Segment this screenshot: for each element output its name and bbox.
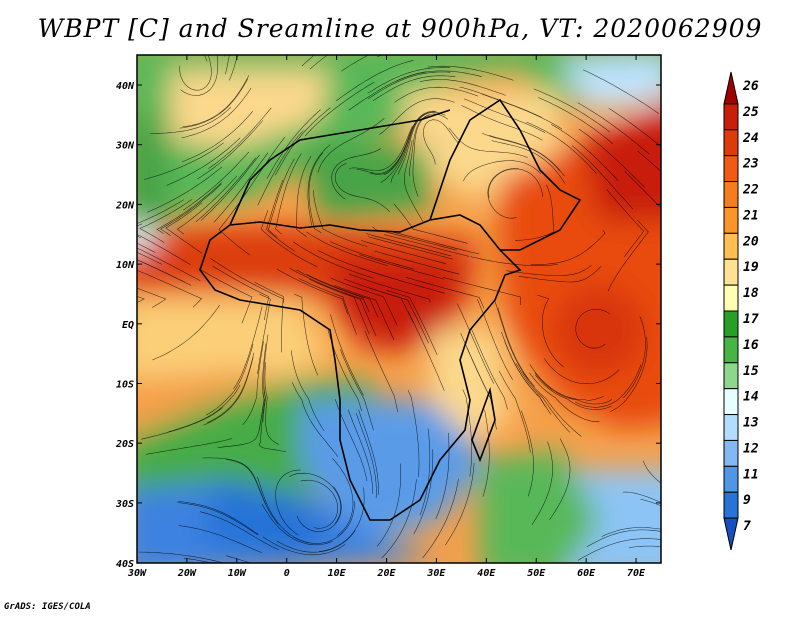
colorbar-segment — [723, 155, 739, 183]
colorbar-segment — [723, 491, 739, 519]
colorbar-label: 26 — [742, 79, 759, 94]
lat-tick-label: 20N — [115, 200, 135, 211]
colorbar-label: 24 — [742, 131, 759, 146]
colorbar-segment — [723, 362, 739, 390]
colorbar-label: 17 — [743, 312, 759, 327]
colorbar-label: 16 — [743, 338, 759, 353]
lon-tick-label: 30W — [127, 568, 147, 579]
lat-tick-label: 40S — [116, 559, 134, 570]
lat-tick-label: 30N — [115, 141, 135, 152]
colorbar-segment — [723, 181, 739, 208]
longitude-axis: 30W 20W 10W 0 10E 20E 30E 40E 50E 60E 70E — [127, 55, 646, 579]
colorbar-segment — [723, 439, 739, 467]
colorbar-label: 15 — [743, 364, 759, 379]
lat-tick-label: 10N — [116, 260, 135, 271]
colorbar-label: 14 — [743, 390, 759, 405]
colorbar-label: 7 — [743, 519, 751, 534]
colorbar-label: 11 — [743, 467, 759, 482]
coastlines — [199, 98, 582, 521]
colorbar-segment — [723, 232, 739, 260]
colorbar-segment — [723, 103, 739, 131]
colorbar-label: 23 — [742, 157, 759, 172]
map-title: WBPT [C] and Sreamline at 900hPa, VT: 20… — [37, 14, 763, 43]
colorbar-label: 20 — [742, 234, 759, 249]
colorbar-segment — [723, 388, 739, 416]
lon-tick-label: 20E — [376, 568, 396, 579]
colorbar-label: 21 — [742, 208, 759, 223]
lat-tick-label: 30S — [115, 499, 134, 510]
lon-tick-label: 40E — [477, 568, 496, 579]
colorbar: 26 25 24 23 22 21 20 19 18 17 16 15 14 13 12 11 9 7 — [723, 71, 759, 551]
colorbar-label: 18 — [743, 286, 759, 301]
colorbar-label: 12 — [743, 441, 759, 456]
lon-tick-label: 20W — [177, 568, 197, 579]
lat-tick-label: 40N — [116, 81, 135, 92]
lon-tick-label: 10W — [228, 568, 247, 579]
colorbar-segment — [723, 284, 739, 312]
lon-tick-label: 70E — [627, 568, 646, 579]
colorbar-segment — [723, 310, 739, 338]
colorbar-segment — [723, 414, 739, 441]
latitude-axis: 40N 30N 20N 10N EQ 10S 20S 30S 40S — [115, 81, 661, 570]
colorbar-segment — [723, 71, 739, 105]
colorbar-segment — [723, 517, 739, 551]
colorbar-label: 25 — [742, 105, 759, 120]
lat-tick-label: 20S — [115, 439, 134, 450]
colorbar-segment — [723, 206, 739, 234]
colorbar-segment — [723, 465, 739, 493]
colorbar-label: 19 — [743, 260, 759, 275]
colorbar-segment — [723, 258, 739, 286]
lat-tick-label: EQ — [122, 320, 134, 331]
lon-tick-label: 30E — [426, 568, 446, 579]
colorbar-label: 13 — [743, 416, 759, 431]
plot-frame — [136, 54, 662, 564]
colorbar-label: 9 — [743, 493, 751, 508]
colorbar-segment — [723, 336, 739, 364]
colorbar-segment — [723, 129, 739, 157]
lon-tick-label: 10E — [328, 568, 347, 579]
lon-tick-label: 60E — [577, 568, 596, 579]
lon-tick-label: 50E — [527, 568, 546, 579]
lat-tick-label: 10S — [116, 380, 134, 391]
colorbar-label: 22 — [742, 183, 759, 198]
lon-tick-label: 0 — [284, 568, 290, 579]
grads-credit: GrADS: IGES/COLA — [4, 602, 91, 612]
